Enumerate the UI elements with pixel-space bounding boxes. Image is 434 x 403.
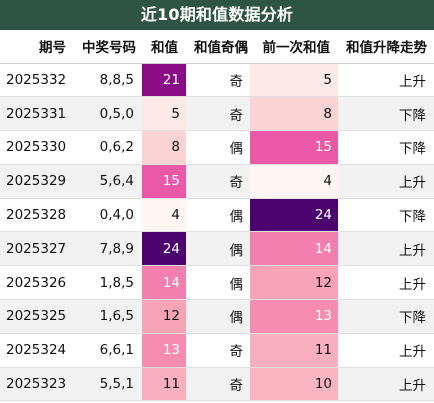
issue-cell: 2025325 bbox=[0, 299, 74, 334]
trend-cell: 下降 bbox=[338, 299, 434, 334]
draw-cell: 7,8,9 bbox=[74, 231, 142, 267]
table-header: 期号 中奖号码 和值 和值奇偶 前一次和值 和值升降走势 bbox=[0, 30, 434, 64]
draw-cell: 0,4,0 bbox=[74, 198, 142, 233]
table-row: 2025324 6,6,1 13 奇 11 上升 bbox=[0, 333, 434, 368]
trend-cell: 上升 bbox=[338, 63, 434, 98]
table-row: 2025325 1,6,5 12 偶 13 下降 bbox=[0, 299, 434, 334]
issue-cell: 2025324 bbox=[0, 333, 74, 368]
trend-cell: 下降 bbox=[338, 130, 434, 165]
draw-cell: 1,6,5 bbox=[74, 299, 142, 334]
trend-cell: 上升 bbox=[338, 231, 434, 267]
table-body: 2025332 8,8,5 21 奇 5 上升 2025331 0,5,0 5 … bbox=[0, 63, 434, 402]
parity-cell: 奇 bbox=[186, 367, 250, 402]
prev-sum-cell: 12 bbox=[250, 265, 338, 301]
parity-cell: 奇 bbox=[186, 63, 250, 98]
table-row: 2025332 8,8,5 21 奇 5 上升 bbox=[0, 63, 434, 98]
header-row: 期号 中奖号码 和值 和值奇偶 前一次和值 和值升降走势 bbox=[0, 30, 434, 64]
table-row: 2025329 5,6,4 15 奇 4 上升 bbox=[0, 164, 434, 199]
parity-cell: 偶 bbox=[186, 198, 250, 233]
sum-cell: 4 bbox=[142, 198, 186, 233]
issue-cell: 2025330 bbox=[0, 130, 74, 165]
col-header-parity[interactable]: 和值奇偶 bbox=[186, 30, 250, 64]
trend-cell: 上升 bbox=[338, 164, 434, 199]
col-header-trend[interactable]: 和值升降走势 bbox=[338, 30, 434, 64]
trend-cell: 上升 bbox=[338, 333, 434, 368]
draw-cell: 5,5,1 bbox=[74, 367, 142, 402]
sum-cell: 13 bbox=[142, 333, 186, 368]
issue-cell: 2025326 bbox=[0, 265, 74, 301]
sum-cell: 8 bbox=[142, 130, 186, 165]
parity-cell: 奇 bbox=[186, 164, 250, 199]
prev-sum-cell: 14 bbox=[250, 231, 338, 267]
col-header-issue[interactable]: 期号 bbox=[0, 30, 74, 64]
parity-cell: 偶 bbox=[186, 299, 250, 334]
sum-cell: 11 bbox=[142, 367, 186, 402]
trend-cell: 下降 bbox=[338, 96, 434, 132]
prev-sum-cell: 11 bbox=[250, 333, 338, 368]
table-row: 2025323 5,5,1 11 奇 10 上升 bbox=[0, 367, 434, 402]
parity-cell: 奇 bbox=[186, 333, 250, 368]
sum-table: 期号 中奖号码 和值 和值奇偶 前一次和值 和值升降走势 2025332 8,8… bbox=[0, 30, 434, 402]
table-row: 2025330 0,6,2 8 偶 15 下降 bbox=[0, 130, 434, 165]
parity-cell: 偶 bbox=[186, 130, 250, 165]
sum-cell: 21 bbox=[142, 63, 186, 98]
trend-cell: 上升 bbox=[338, 367, 434, 402]
table-row: 2025327 7,8,9 24 偶 14 上升 bbox=[0, 231, 434, 267]
draw-cell: 5,6,4 bbox=[74, 164, 142, 199]
col-header-sum[interactable]: 和值 bbox=[142, 30, 186, 64]
prev-sum-cell: 13 bbox=[250, 299, 338, 334]
sum-cell: 5 bbox=[142, 96, 186, 132]
draw-cell: 8,8,5 bbox=[74, 63, 142, 98]
sum-cell: 12 bbox=[142, 299, 186, 334]
prev-sum-cell: 10 bbox=[250, 367, 338, 402]
prev-sum-cell: 24 bbox=[250, 198, 338, 233]
trend-cell: 下降 bbox=[338, 198, 434, 233]
draw-cell: 0,5,0 bbox=[74, 96, 142, 132]
issue-cell: 2025331 bbox=[0, 96, 74, 132]
trend-cell: 上升 bbox=[338, 265, 434, 301]
draw-cell: 6,6,1 bbox=[74, 333, 142, 368]
issue-cell: 2025327 bbox=[0, 231, 74, 267]
issue-cell: 2025329 bbox=[0, 164, 74, 199]
table-row: 2025326 1,8,5 14 偶 12 上升 bbox=[0, 265, 434, 301]
sum-cell: 15 bbox=[142, 164, 186, 199]
sum-cell: 14 bbox=[142, 265, 186, 301]
prev-sum-cell: 8 bbox=[250, 96, 338, 132]
table-row: 2025328 0,4,0 4 偶 24 下降 bbox=[0, 198, 434, 233]
parity-cell: 奇 bbox=[186, 96, 250, 132]
col-header-prev-sum[interactable]: 前一次和值 bbox=[250, 30, 338, 64]
issue-cell: 2025323 bbox=[0, 367, 74, 402]
parity-cell: 偶 bbox=[186, 231, 250, 267]
prev-sum-cell: 5 bbox=[250, 63, 338, 98]
draw-cell: 1,8,5 bbox=[74, 265, 142, 301]
draw-cell: 0,6,2 bbox=[74, 130, 142, 165]
sum-cell: 24 bbox=[142, 231, 186, 267]
table-row: 2025331 0,5,0 5 奇 8 下降 bbox=[0, 96, 434, 132]
col-header-draw[interactable]: 中奖号码 bbox=[74, 30, 142, 64]
parity-cell: 偶 bbox=[186, 265, 250, 301]
table-title: 近10期和值数据分析 bbox=[0, 0, 434, 30]
prev-sum-cell: 15 bbox=[250, 130, 338, 165]
prev-sum-cell: 4 bbox=[250, 164, 338, 199]
issue-cell: 2025328 bbox=[0, 198, 74, 233]
issue-cell: 2025332 bbox=[0, 63, 74, 98]
